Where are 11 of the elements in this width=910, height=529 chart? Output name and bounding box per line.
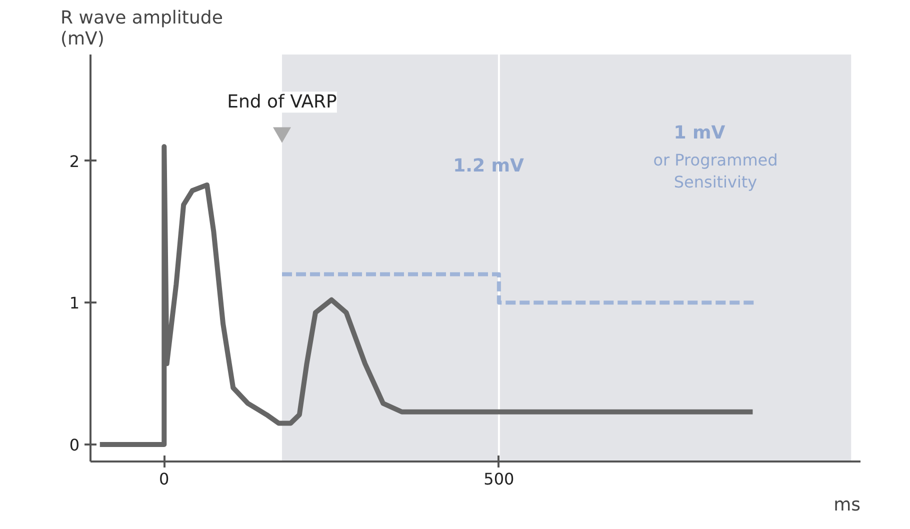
- annotation: End of VARP: [227, 92, 338, 113]
- annotation: 1 mV: [674, 122, 726, 144]
- y-axis-title: R wave amplitude (mV): [60, 8, 223, 50]
- annotation: Sensitivity: [674, 172, 758, 192]
- x-axis-title: ms: [834, 494, 861, 516]
- x-tick-label: 500: [484, 470, 514, 488]
- annotation: 1.2 mV: [453, 156, 524, 176]
- y-tick-label: 1: [69, 294, 80, 313]
- y-tick-label: 2: [69, 152, 80, 171]
- y-tick-label: 0: [69, 435, 80, 454]
- annotation: or Programmed: [653, 150, 778, 170]
